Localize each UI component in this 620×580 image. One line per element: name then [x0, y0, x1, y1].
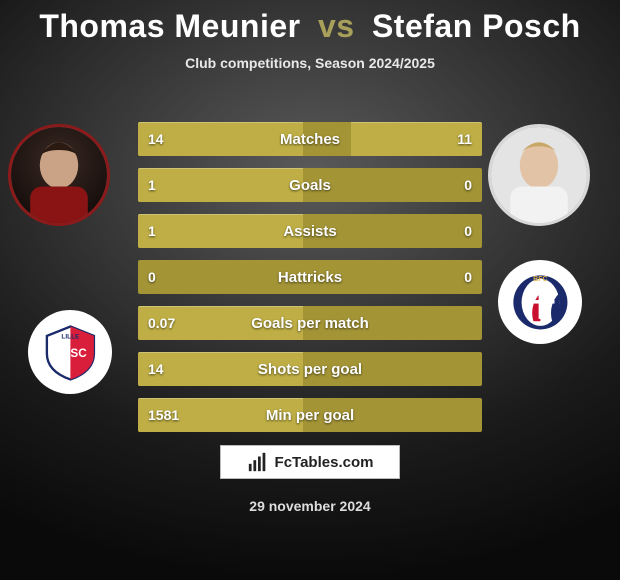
stats-panel: Matches1411Goals10Assists10Hattricks00Go…: [138, 122, 482, 444]
stat-label: Min per goal: [138, 398, 482, 432]
stat-label: Goals: [138, 168, 482, 202]
stat-row: Assists1 0: [138, 214, 482, 248]
subtitle: Club competitions, Season 2024/2025: [0, 55, 620, 71]
stat-value-right: 0: [464, 168, 472, 202]
stat-value-left: 1: [148, 214, 156, 248]
stat-row: Goals per match0.07: [138, 306, 482, 340]
content-root: Thomas Meunier vs Stefan Posch Club comp…: [0, 0, 620, 580]
player1-avatar: [8, 124, 110, 226]
svg-text:BFC: BFC: [533, 276, 547, 283]
stat-value-right: 0: [464, 260, 472, 294]
player1-club-badge: LILLE LOSC: [28, 310, 112, 394]
stat-row: Shots per goal14: [138, 352, 482, 386]
title-player1: Thomas Meunier: [39, 8, 300, 44]
losc-badge-icon: LILLE LOSC: [41, 323, 100, 382]
player2-club-badge: BFC: [498, 260, 582, 344]
bars-icon: [247, 451, 269, 473]
player2-avatar: [488, 124, 590, 226]
watermark-text: FcTables.com: [275, 454, 374, 471]
stat-value-right: 0: [464, 214, 472, 248]
stat-value-right: 11: [457, 122, 472, 156]
page-title: Thomas Meunier vs Stefan Posch: [0, 0, 620, 45]
stat-label: Assists: [138, 214, 482, 248]
stat-value-left: 1: [148, 168, 156, 202]
stat-value-left: 14: [148, 122, 164, 156]
player1-avatar-placeholder-icon: [11, 127, 107, 223]
title-vs: vs: [310, 8, 363, 44]
stat-row: Hattricks0 0: [138, 260, 482, 294]
stat-label: Goals per match: [138, 306, 482, 340]
stat-row: Matches14 11: [138, 122, 482, 156]
stat-row: Min per goal1581: [138, 398, 482, 432]
watermark: FcTables.com: [220, 445, 400, 479]
stat-row: Goals1 0: [138, 168, 482, 202]
stat-label: Shots per goal: [138, 352, 482, 386]
player2-avatar-placeholder-icon: [491, 127, 587, 223]
bfc-badge-icon: BFC: [511, 273, 570, 332]
stat-value-left: 14: [148, 352, 164, 386]
stat-value-left: 0: [148, 260, 156, 294]
svg-text:LOSC: LOSC: [54, 347, 87, 360]
stat-value-left: 0.07: [148, 306, 175, 340]
stat-label: Matches: [138, 122, 482, 156]
title-player2: Stefan Posch: [372, 8, 581, 44]
stat-value-left: 1581: [148, 398, 179, 432]
svg-text:LILLE: LILLE: [61, 333, 80, 340]
stat-label: Hattricks: [138, 260, 482, 294]
date-text: 29 november 2024: [0, 498, 620, 514]
